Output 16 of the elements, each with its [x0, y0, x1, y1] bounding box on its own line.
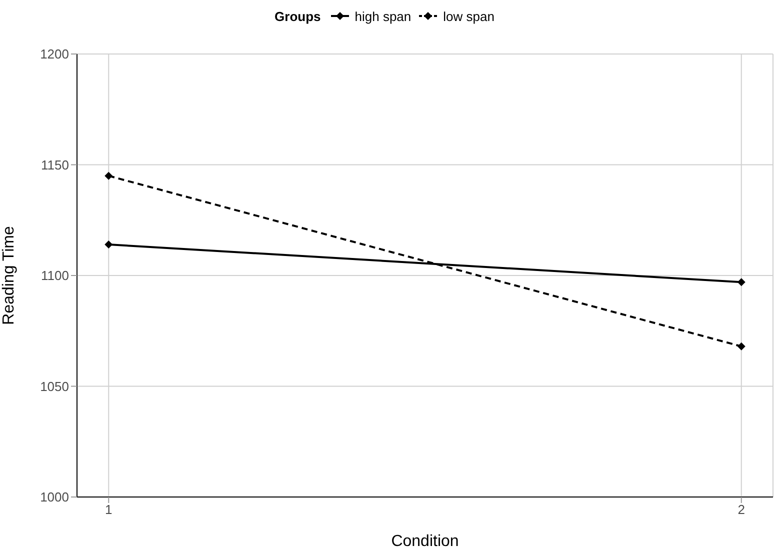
y-tick-label: 1200: [40, 46, 69, 62]
x-axis-title: Condition: [391, 533, 459, 548]
x-tick-label: 1: [105, 502, 112, 518]
y-tick-label: 1000: [40, 490, 69, 505]
y-tick-label: 1050: [40, 378, 69, 394]
y-tick-label: 1150: [41, 157, 69, 172]
legend-label: high span: [354, 8, 412, 24]
point: [737, 342, 746, 350]
point: [104, 240, 113, 248]
y-tick-label: 1100: [41, 268, 69, 284]
legend-label: low span: [443, 8, 494, 24]
y-axis-title: Reading Time: [0, 226, 18, 325]
x-tick-label: 2: [738, 502, 745, 518]
point: [104, 172, 113, 180]
legend-title: Groups: [274, 8, 321, 24]
point: [737, 278, 746, 286]
